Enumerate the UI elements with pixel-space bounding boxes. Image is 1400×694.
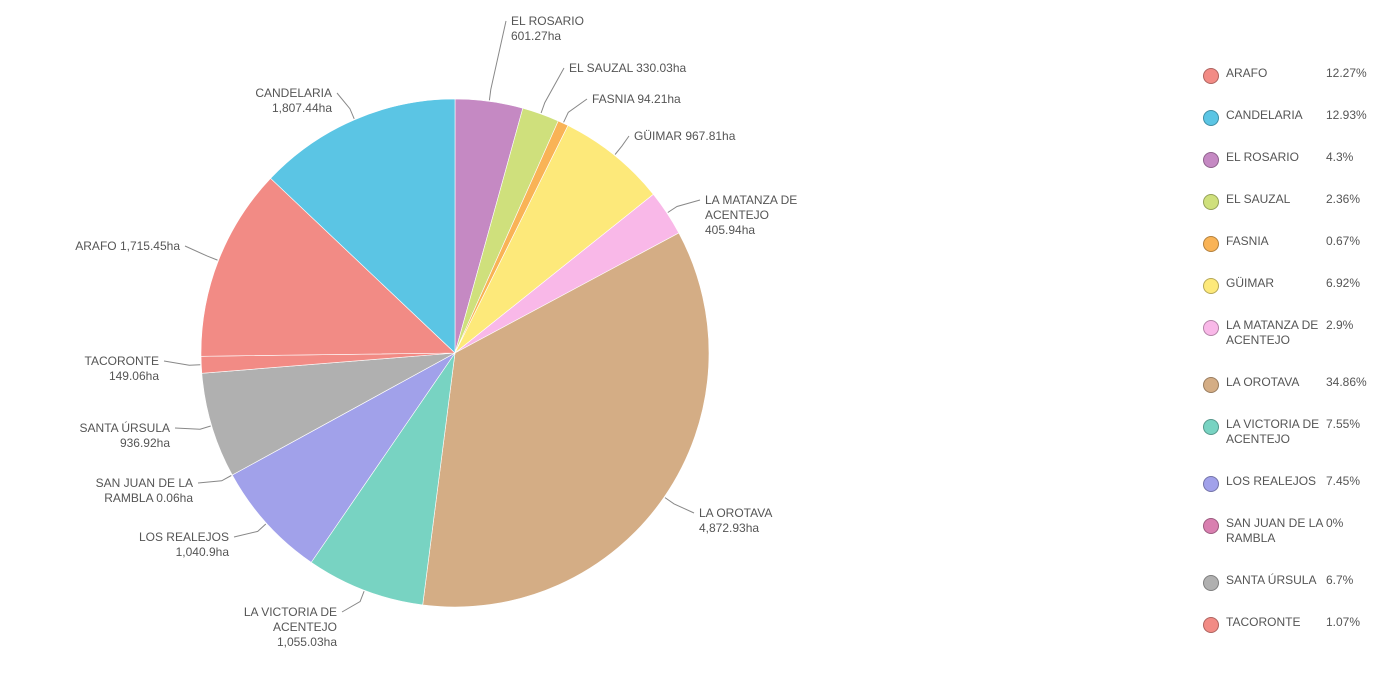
leader-line-candelaria — [336, 92, 355, 119]
leader-line-tacoronte — [163, 360, 201, 366]
legend-name-guimar: GÜIMAR — [1226, 276, 1274, 290]
leader-line-arafo — [184, 245, 218, 261]
legend-swatch-candelaria — [1203, 110, 1219, 126]
slice-label-los-realejos: LOS REALEJOS 1,040.9ha — [139, 530, 229, 559]
legend-percent-tacoronte: 1.07% — [1326, 615, 1361, 629]
legend-name-la-victoria-de-acentejo: LA VICTORIA DE ACENTEJO — [1226, 417, 1320, 446]
legend-name-los-realejos: LOS REALEJOS — [1226, 474, 1317, 488]
pie-slice-candelaria[interactable] — [270, 98, 456, 354]
label-leader-lines — [163, 20, 701, 613]
leader-line-san-juan-de-la-rambla — [197, 475, 232, 484]
legend-percent-guimar: 6.92% — [1326, 276, 1361, 290]
leader-line-la-matanza-de-acentejo — [667, 199, 701, 213]
legend-swatch-el-rosario — [1203, 152, 1219, 168]
legend-item-guimar[interactable]: GÜIMAR 6.92% — [1203, 276, 1360, 294]
legend-percent-los-realejos: 7.45% — [1326, 474, 1361, 488]
legend-percent-san-juan-de-la-rambla: 0% — [1326, 516, 1344, 530]
pie-slice-guimar[interactable] — [454, 125, 654, 354]
legend-name-fasnia: FASNIA — [1226, 234, 1269, 248]
slice-label-la-matanza-de-acentejo: LA MATANZA DE ACENTEJO 405.94ha — [705, 193, 797, 237]
legend-item-el-rosario[interactable]: EL ROSARIO 4.3% — [1203, 150, 1353, 168]
pie-slice-santa-ursula[interactable] — [201, 352, 456, 476]
legend-swatch-el-sauzal — [1203, 194, 1219, 210]
leader-line-fasnia — [563, 98, 588, 123]
legend-item-los-realejos[interactable]: LOS REALEJOS 7.45% — [1203, 474, 1360, 492]
legend-percent-la-matanza-de-acentejo: 2.9% — [1326, 318, 1354, 332]
legend-name-candelaria: CANDELARIA — [1226, 108, 1303, 122]
legend-name-arafo: ARAFO — [1226, 66, 1268, 80]
legend-swatch-la-matanza-de-acentejo — [1203, 320, 1219, 336]
legend-swatch-guimar — [1203, 278, 1219, 294]
slice-label-san-juan-de-la-rambla: SAN JUAN DE LA RAMBLA 0.06ha — [96, 476, 194, 505]
slice-label-santa-ursula: SANTA ÚRSULA 936.92ha — [80, 420, 171, 450]
slice-label-el-rosario: EL ROSARIO 601.27ha — [511, 14, 584, 43]
leader-line-la-victoria-de-acentejo — [341, 591, 365, 613]
legend-item-tacoronte[interactable]: TACORONTE 1.07% — [1203, 615, 1360, 633]
legend-percent-candelaria: 12.93% — [1326, 108, 1367, 122]
legend-percent-fasnia: 0.67% — [1326, 234, 1361, 248]
slice-label-el-sauzal: EL SAUZAL 330.03ha — [569, 61, 687, 75]
legend-percent-arafo: 12.27% — [1326, 66, 1367, 80]
legend-percent-el-rosario: 4.3% — [1326, 150, 1354, 164]
legend-name-el-rosario: EL ROSARIO — [1226, 150, 1299, 164]
leader-line-la-orotava — [664, 497, 695, 514]
pie-slice-los-realejos[interactable] — [231, 352, 456, 563]
slice-label-candelaria: CANDELARIA 1,807.44ha — [255, 86, 332, 115]
legend-name-tacoronte: TACORONTE — [1226, 615, 1301, 629]
legend-item-la-orotava[interactable]: LA OROTAVA 34.86% — [1203, 375, 1367, 393]
legend-percent-la-victoria-de-acentejo: 7.55% — [1326, 417, 1361, 431]
pie-slice-arafo[interactable] — [200, 177, 456, 357]
slice-labels: EL ROSARIO 601.27ha EL SAUZAL 330.03ha FASN… — [75, 14, 797, 649]
slice-label-la-victoria-de-acentejo: LA VICTORIA DE ACENTEJO 1,055.03ha — [244, 605, 337, 649]
legend-item-san-juan-de-la-rambla[interactable]: SAN JUAN DE LA RAMBLA 0% — [1203, 516, 1343, 546]
leader-line-guimar — [614, 135, 630, 155]
legend-percent-santa-ursula: 6.7% — [1326, 573, 1354, 587]
legend-percent-la-orotava: 34.86% — [1326, 375, 1367, 389]
pie-slices — [200, 98, 710, 608]
legend-swatch-arafo — [1203, 68, 1219, 84]
leader-line-los-realejos — [233, 523, 267, 538]
legend-swatch-la-victoria-de-acentejo — [1203, 419, 1219, 435]
legend-name-santa-ursula: SANTA ÚRSULA — [1226, 573, 1317, 587]
pie-slice-la-orotava[interactable] — [422, 232, 710, 608]
legend-swatch-santa-ursula — [1203, 575, 1219, 591]
legend-percent-el-sauzal: 2.36% — [1326, 192, 1361, 206]
pie-slice-la-victoria-de-acentejo[interactable] — [310, 352, 456, 606]
slice-label-la-orotava: LA OROTAVA 4,872.93ha — [699, 506, 772, 535]
legend-item-candelaria[interactable]: CANDELARIA 12.93% — [1203, 108, 1367, 126]
legend-item-la-matanza-de-acentejo[interactable]: LA MATANZA DE ACENTEJO 2.9% — [1203, 318, 1353, 348]
legend-item-fasnia[interactable]: FASNIA 0.67% — [1203, 234, 1360, 252]
slice-label-arafo: ARAFO 1,715.45ha — [75, 239, 180, 253]
slice-label-tacoronte: TACORONTE 149.06ha — [85, 354, 160, 383]
legend-item-la-victoria-de-acentejo[interactable]: LA VICTORIA DE ACENTEJO 7.55% — [1203, 417, 1360, 447]
leader-line-santa-ursula — [174, 425, 211, 430]
legend-name-san-juan-de-la-rambla: SAN JUAN DE LA RAMBLA — [1226, 516, 1324, 545]
legend-swatch-la-orotava — [1203, 377, 1219, 393]
legend-name-el-sauzal: EL SAUZAL — [1226, 192, 1291, 206]
legend-item-el-sauzal[interactable]: EL SAUZAL 2.36% — [1203, 192, 1360, 210]
legend-item-arafo[interactable]: ARAFO 12.27% — [1203, 66, 1367, 84]
legend-name-la-matanza-de-acentejo: LA MATANZA DE ACENTEJO — [1226, 318, 1319, 347]
leader-line-el-rosario — [488, 20, 507, 101]
slice-label-fasnia: FASNIA 94.21ha — [592, 92, 681, 106]
legend-item-santa-ursula[interactable]: SANTA ÚRSULA 6.7% — [1203, 573, 1353, 591]
leader-line-el-sauzal — [540, 67, 565, 114]
legend-name-la-orotava: LA OROTAVA — [1226, 375, 1300, 389]
legend-swatch-fasnia — [1203, 236, 1219, 252]
legend-swatch-san-juan-de-la-rambla — [1203, 518, 1219, 534]
legend-swatch-los-realejos — [1203, 476, 1219, 492]
legend-swatch-tacoronte — [1203, 617, 1219, 633]
slice-label-guimar: GÜIMAR 967.81ha — [634, 129, 736, 143]
